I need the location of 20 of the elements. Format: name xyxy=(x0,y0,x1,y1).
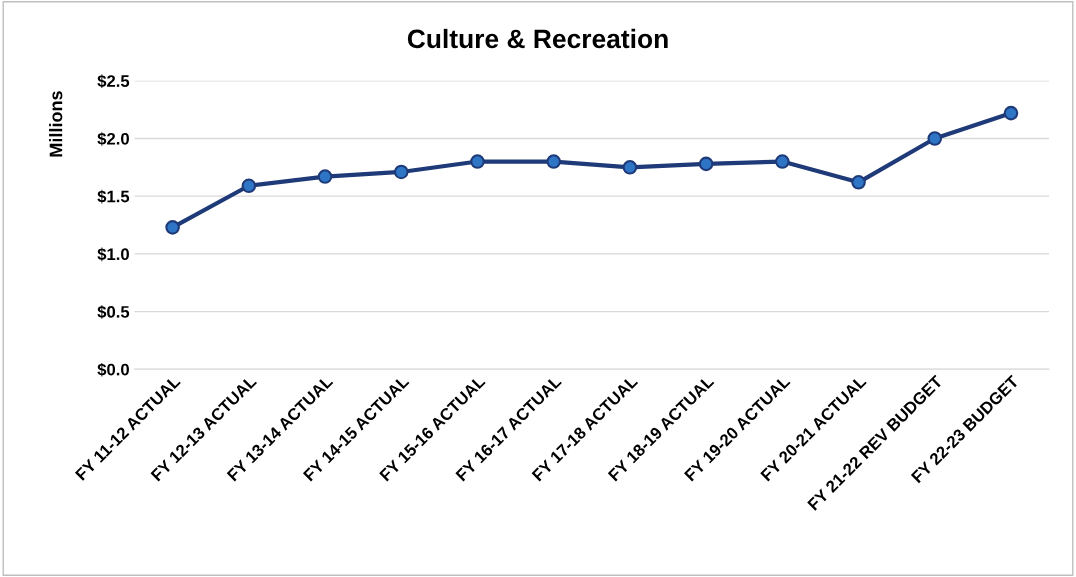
y-tick-label: $0.5 xyxy=(97,305,130,319)
chart-title: Culture & Recreation xyxy=(407,28,668,49)
y-axis-title: Millions xyxy=(49,91,63,157)
point xyxy=(546,154,561,169)
point xyxy=(393,164,409,180)
y-tick-label: $2.5 xyxy=(97,74,130,89)
point xyxy=(317,169,333,184)
y-tick-label: $0.0 xyxy=(97,362,129,377)
point xyxy=(622,160,638,175)
point xyxy=(698,156,714,172)
point xyxy=(851,175,866,190)
point xyxy=(165,220,180,235)
point xyxy=(775,154,790,169)
point xyxy=(1003,105,1019,121)
y-tick-label: $2.0 xyxy=(97,132,129,146)
point xyxy=(927,131,943,146)
y-tick-label: $1.0 xyxy=(97,247,129,262)
point xyxy=(241,178,257,194)
y-tick-label: $1.5 xyxy=(97,189,130,204)
point xyxy=(470,154,485,169)
